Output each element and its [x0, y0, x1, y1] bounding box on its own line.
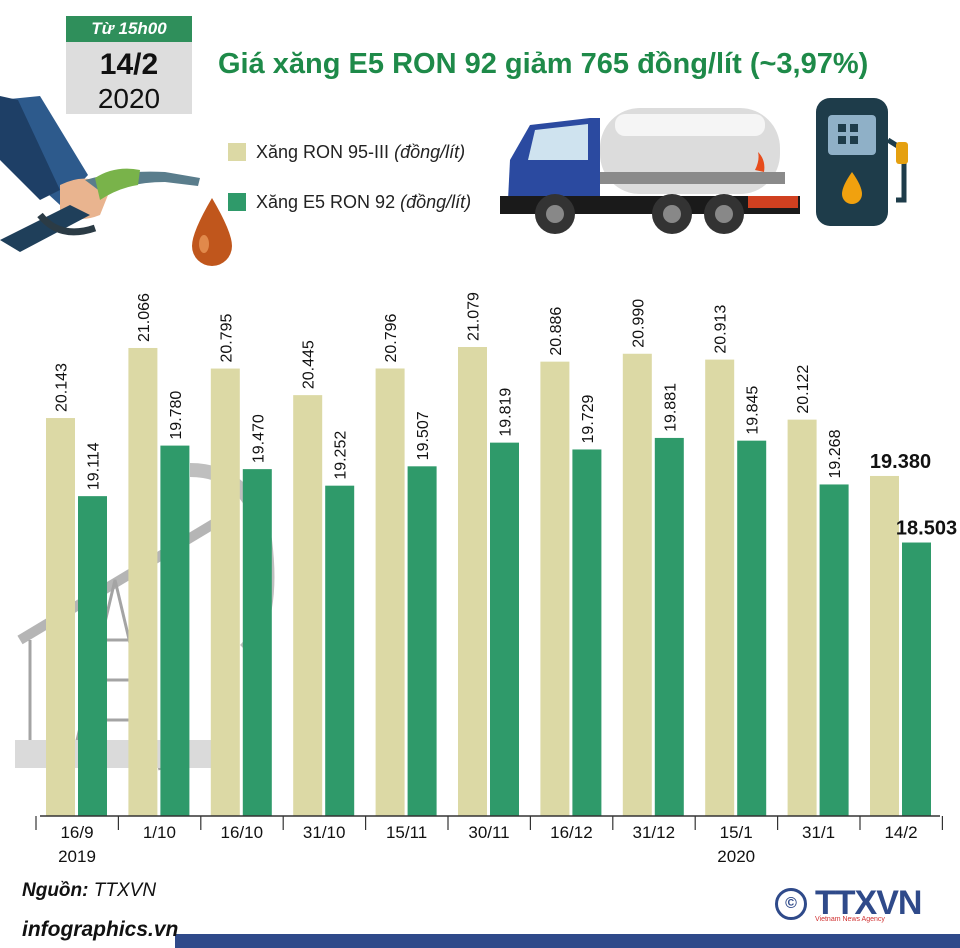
bar-ron95-0: [46, 418, 75, 816]
value-label-e5-9: 19.268: [827, 429, 844, 478]
value-label-ron95-8: 20.913: [713, 305, 730, 354]
bar-ron95-10: [870, 475, 899, 816]
legend-item-e5: Xăng E5 RON 92 (đồng/lít): [228, 192, 471, 213]
bar-ron95-4: [375, 368, 405, 816]
bar-e5-3: [325, 485, 355, 816]
bar-e5-0: [78, 496, 107, 816]
date-badge: Từ 15h00 14/2 2020: [66, 16, 192, 114]
value-label-ron95-1: 21.066: [136, 293, 153, 342]
logo-subtitle: Vietnam News Agency: [815, 916, 885, 923]
legend-label-ron95: Xăng RON 95-III: [256, 142, 390, 162]
value-label-e5-10: 18.503: [896, 518, 957, 540]
source-label: Nguồn:: [22, 880, 89, 901]
value-label-e5-4: 19.507: [415, 411, 432, 460]
bar-e5-1: [160, 445, 190, 816]
x-tick-label-7: 31/12: [633, 823, 676, 842]
value-label-ron95-10: 19.380: [870, 451, 931, 473]
x-tick-label-5: 30/11: [468, 823, 509, 842]
x-tick-label-4: 15/11: [386, 823, 427, 842]
legend-label-e5: Xăng E5 RON 92: [256, 192, 396, 212]
value-label-e5-6: 19.729: [580, 394, 597, 443]
badge-date-box: 14/2 2020: [66, 42, 192, 114]
bar-e5-7: [654, 437, 684, 816]
logo-name: TTXVN: [815, 884, 922, 922]
x-year-label-0: 2019: [58, 847, 96, 866]
footer-line: [175, 934, 960, 948]
value-label-ron95-4: 20.796: [383, 313, 400, 362]
source-note: Nguồn: TTXVN: [22, 880, 156, 902]
tanker-truck-icon: [500, 108, 800, 234]
x-tick-label-2: 16/10: [221, 823, 264, 842]
x-tick-label-10: 14/2: [884, 823, 917, 842]
legend-unit-ron95: (đồng/lít): [394, 142, 466, 162]
bar-e5-9: [819, 484, 849, 816]
bar-ron95-1: [128, 347, 158, 816]
bar-e5-4: [407, 466, 437, 816]
bar-ron95-5: [458, 347, 487, 816]
legend-unit-e5: (đồng/lít): [400, 192, 472, 212]
source-value: TTXVN: [93, 880, 157, 901]
value-label-ron95-7: 20.990: [630, 299, 647, 348]
copyright-icon: ©: [775, 887, 807, 920]
bar-e5-10: [902, 542, 931, 816]
x-tick-label-8: 15/1: [720, 823, 753, 842]
bar-e5-5: [490, 442, 519, 816]
value-label-ron95-9: 20.122: [795, 365, 812, 414]
oil-drop-icon: [192, 198, 232, 266]
bar-ron95-7: [622, 353, 652, 816]
fuel-pump-icon: [816, 98, 908, 226]
x-tick-label-1: 1/10: [143, 823, 176, 842]
bar-ron95-3: [293, 395, 323, 816]
bar-ron95-2: [210, 368, 240, 816]
value-label-ron95-3: 20.445: [301, 340, 318, 389]
badge-day: 14/2: [99, 48, 159, 81]
value-label-e5-7: 19.881: [662, 383, 679, 432]
badge-year: 2020: [97, 83, 161, 114]
fuel-nozzle-icon: [0, 96, 200, 252]
ttxvn-logo: © TTXVN Vietnam News Agency: [775, 884, 922, 923]
chart-title: Giá xăng E5 RON 92 giảm 765 đồng/lít (~3…: [218, 48, 869, 80]
value-label-ron95-5: 21.079: [466, 292, 483, 341]
website-link[interactable]: infographics.vn: [22, 918, 179, 941]
x-tick-label-3: 31/10: [303, 823, 346, 842]
value-label-e5-2: 19.470: [250, 414, 267, 463]
bar-ron95-6: [540, 361, 570, 816]
footer: infographics.vn: [0, 912, 960, 948]
value-label-e5-0: 19.114: [86, 442, 103, 490]
legend-swatch-ron95: [228, 143, 246, 161]
badge-time: Từ 15h00: [66, 16, 192, 42]
x-tick-label-0: 16/9: [60, 823, 93, 842]
value-label-e5-8: 19.845: [745, 386, 762, 435]
x-tick-label-9: 31/1: [802, 823, 835, 842]
value-label-ron95-6: 20.886: [548, 307, 565, 356]
bar-e5-2: [242, 469, 272, 816]
bar-e5-8: [737, 440, 767, 816]
bar-e5-6: [572, 449, 602, 816]
value-label-e5-1: 19.780: [168, 391, 185, 440]
value-label-ron95-0: 20.143: [54, 363, 71, 412]
x-year-label-1: 2020: [717, 847, 755, 866]
legend-item-ron95: Xăng RON 95-III (đồng/lít): [228, 142, 465, 163]
x-tick-label-6: 16/12: [550, 823, 593, 842]
value-label-e5-5: 19.819: [498, 388, 515, 437]
bar-ron95-9: [787, 419, 817, 816]
legend-swatch-e5: [228, 193, 246, 211]
value-label-ron95-2: 20.795: [218, 314, 235, 363]
value-label-e5-3: 19.252: [333, 431, 350, 480]
bar-ron95-8: [705, 359, 735, 816]
